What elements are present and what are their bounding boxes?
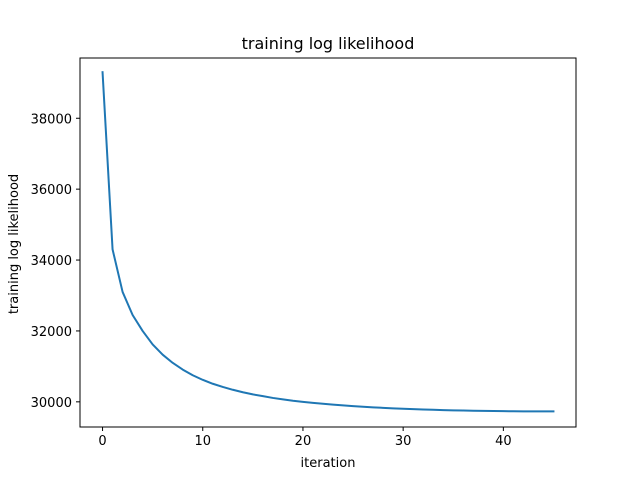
chart-title: training log likelihood [242, 34, 415, 53]
x-tick-label-0: 0 [98, 434, 106, 449]
x-axis-label: iteration [301, 456, 356, 471]
x-tick-label-30: 30 [395, 434, 412, 449]
x-tick-label-40: 40 [495, 434, 512, 449]
y-tick-label-34000: 34000 [31, 254, 72, 269]
y-axis-label: training log likelihood [7, 174, 22, 314]
y-tick-label-30000: 30000 [31, 396, 72, 411]
y-tick-label-32000: 32000 [31, 325, 72, 340]
series-line-0 [101, 71, 555, 413]
y-tick-label-38000: 38000 [31, 112, 72, 127]
x-tick-label-10: 10 [194, 434, 211, 449]
plot-frame [79, 57, 577, 428]
plot-area: 0 10 20 30 40 30000 32000 34000 36000 38000 [31, 57, 577, 449]
x-tick-label-20: 20 [295, 434, 312, 449]
y-tick-label-36000: 36000 [31, 183, 72, 198]
